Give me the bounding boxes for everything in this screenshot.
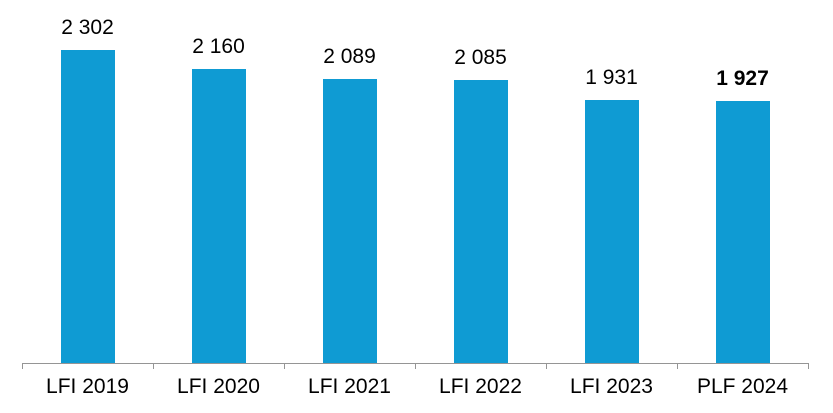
value-label: 1 931 [585,66,638,89]
x-axis-tick [284,363,285,369]
value-label: 2 160 [192,35,245,58]
category-label: LFI 2019 [46,375,129,398]
x-axis-tick [677,363,678,369]
value-label: 1 927 [716,67,769,90]
bar-plf-2024 [716,101,770,363]
bar-lfi-2020 [192,69,246,363]
x-axis-tick [153,363,154,369]
category-label: LFI 2021 [308,375,391,398]
value-label: 2 089 [323,45,376,68]
bar-lfi-2019 [61,50,115,363]
category-label: LFI 2023 [570,375,653,398]
value-label: 2 085 [454,46,507,69]
category-label: PLF 2024 [696,375,789,398]
value-label: 2 302 [61,16,114,39]
bar-lfi-2023 [585,100,639,363]
category-label: LFI 2020 [177,375,260,398]
x-axis-tick [22,363,23,369]
bar-lfi-2021 [323,79,377,363]
category-label: LFI 2022 [439,375,522,398]
x-axis-tick [546,363,547,369]
x-axis-tick [415,363,416,369]
x-axis-tick [808,363,809,369]
bar-lfi-2022 [454,80,508,363]
